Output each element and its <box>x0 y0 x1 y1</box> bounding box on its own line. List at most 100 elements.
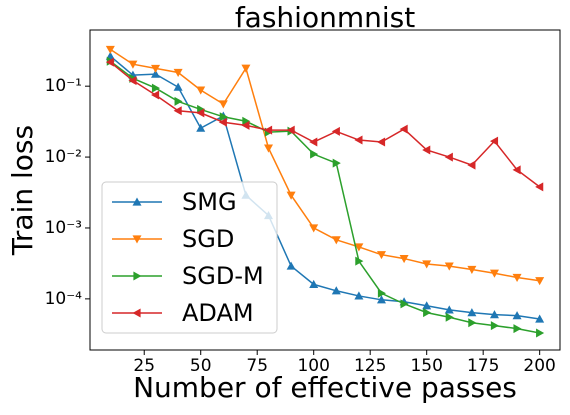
point-marker <box>173 82 183 91</box>
legend-marker <box>132 308 141 318</box>
point-marker <box>241 120 250 130</box>
chart-title: fashionmnist <box>235 1 415 34</box>
x-tick-label: 50 <box>190 356 212 376</box>
point-marker <box>151 69 161 78</box>
legend-label: SGD <box>182 225 234 253</box>
y-tick-label: 10⁻⁴ <box>45 289 83 309</box>
point-marker <box>173 68 183 77</box>
point-marker <box>444 262 454 271</box>
point-marker <box>399 254 409 264</box>
legend-marker <box>132 197 142 206</box>
plot-frame <box>89 29 561 351</box>
point-marker <box>331 236 341 245</box>
legend-box <box>101 181 278 334</box>
point-marker <box>218 117 227 127</box>
point-marker <box>196 86 206 95</box>
point-marker <box>286 125 295 135</box>
point-marker <box>354 243 364 252</box>
point-marker <box>512 311 522 320</box>
x-tick-label: 150 <box>410 356 442 376</box>
point-marker <box>422 301 432 310</box>
point-marker <box>286 261 296 270</box>
point-marker <box>423 308 432 318</box>
point-marker <box>174 96 183 106</box>
legend-label: ADAM <box>182 299 254 327</box>
point-marker <box>512 165 521 175</box>
point-marker <box>309 279 319 288</box>
point-marker <box>241 64 251 73</box>
point-marker <box>354 291 364 300</box>
point-marker <box>489 136 499 146</box>
x-tick-label: 100 <box>297 356 329 376</box>
point-marker <box>489 269 499 278</box>
point-marker <box>196 123 206 132</box>
point-marker <box>331 126 340 136</box>
point-marker <box>513 324 522 334</box>
point-marker <box>310 149 319 159</box>
point-marker <box>331 286 341 295</box>
legend-label: SMG <box>182 188 237 216</box>
point-marker <box>219 112 228 122</box>
point-marker <box>445 312 454 322</box>
point-marker <box>377 288 386 298</box>
series-line <box>109 61 541 188</box>
point-marker <box>105 45 115 54</box>
legend-label: SGD-M <box>182 262 264 290</box>
point-marker <box>444 152 453 162</box>
x-axis-label: Number of effective passes <box>133 371 517 404</box>
series-line <box>109 48 540 282</box>
point-marker <box>467 265 477 274</box>
point-marker <box>128 60 138 69</box>
point-marker <box>105 57 114 67</box>
point-marker <box>489 310 499 319</box>
point-marker <box>151 83 161 93</box>
point-marker <box>399 124 408 134</box>
point-marker <box>332 158 341 168</box>
x-tick-label: 125 <box>354 356 386 376</box>
point-marker <box>468 318 477 328</box>
y-tick-label: 10⁻² <box>45 147 82 167</box>
x-tick-label: 200 <box>523 356 555 376</box>
point-marker <box>422 145 431 155</box>
point-marker <box>242 116 251 126</box>
point-marker <box>535 182 544 192</box>
legend-marker <box>132 235 142 244</box>
point-marker <box>512 273 522 283</box>
point-marker <box>173 106 182 116</box>
point-marker <box>196 108 205 118</box>
point-marker <box>535 277 545 286</box>
point-marker <box>490 321 499 331</box>
point-marker <box>467 308 477 317</box>
point-marker <box>376 137 386 147</box>
point-marker <box>376 251 386 260</box>
point-marker <box>422 260 432 269</box>
point-marker <box>128 76 137 86</box>
point-marker <box>400 299 409 309</box>
series-line <box>109 60 540 334</box>
series-line <box>109 55 540 320</box>
point-marker <box>264 144 274 153</box>
point-marker <box>376 295 386 304</box>
x-tick-label: 175 <box>467 356 499 376</box>
point-marker <box>286 191 296 200</box>
point-marker <box>444 305 454 314</box>
point-marker <box>309 224 319 233</box>
point-marker <box>151 64 161 73</box>
point-marker <box>355 256 364 266</box>
point-marker <box>354 135 363 145</box>
point-marker <box>535 314 545 323</box>
x-tick-label: 25 <box>133 356 155 376</box>
y-tick-label: 10⁻¹ <box>45 76 82 96</box>
point-marker <box>467 160 476 170</box>
x-tick-label: 75 <box>246 356 268 376</box>
point-marker <box>218 100 228 109</box>
legend-marker <box>133 271 142 281</box>
point-marker <box>264 125 273 135</box>
point-marker <box>151 90 160 100</box>
y-tick-label: 10⁻³ <box>45 218 82 238</box>
y-axis-label: Train loss <box>6 125 39 256</box>
point-marker <box>309 137 318 147</box>
point-marker <box>536 328 545 338</box>
